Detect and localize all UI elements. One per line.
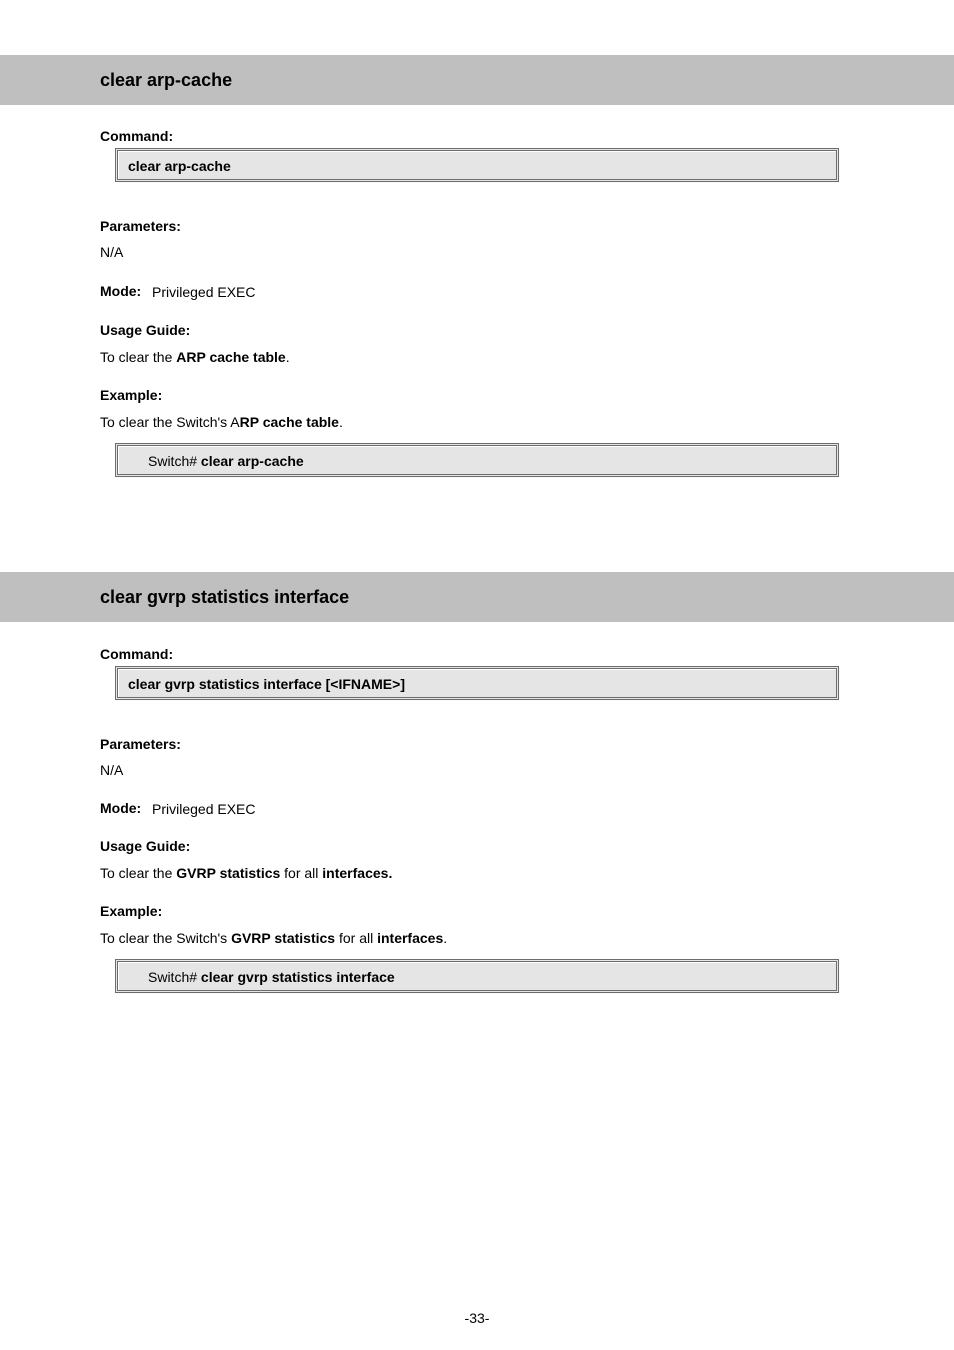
- text-run-bold: RP cache table: [240, 414, 339, 430]
- section1-command-text: clear arp-cache: [128, 158, 231, 174]
- section2-parameters-value: N/A: [100, 762, 123, 778]
- page: clear arp-cache Command: clear arp-cache…: [0, 0, 954, 1350]
- text-run: To clear the: [100, 349, 176, 365]
- text-run: .: [339, 414, 343, 430]
- section1-heading: clear arp-cache: [100, 55, 232, 105]
- section2-example-desc: To clear the Switch's GVRP statistics fo…: [100, 929, 839, 947]
- section2-mode-label: Mode:: [100, 800, 141, 816]
- section1-example-cmd: clear arp-cache: [197, 453, 304, 469]
- section2-command-box: clear gvrp statistics interface [<IFNAME…: [115, 666, 839, 700]
- section2-mode-value: Privileged EXEC: [152, 800, 839, 818]
- text-run: for all: [335, 930, 377, 946]
- section1-command-label: Command:: [100, 128, 173, 144]
- section2-usage-label: Usage Guide:: [100, 838, 190, 854]
- section1-parameters-value: N/A: [100, 244, 123, 260]
- section2-example-label: Example:: [100, 903, 162, 919]
- section1-command-box: clear arp-cache: [115, 148, 839, 182]
- text-run: .: [286, 349, 290, 365]
- text-run: To clear the Switch's A: [100, 414, 240, 430]
- section1-mode-label: Mode:: [100, 283, 141, 299]
- section1-example-box: Switch# clear arp-cache: [115, 443, 839, 477]
- section1-mode-value: Privileged EXEC: [152, 283, 839, 301]
- text-run-bold: GVRP statistics: [231, 930, 335, 946]
- text-run: To clear the: [100, 865, 176, 881]
- section1-parameters-label: Parameters:: [100, 218, 181, 234]
- section2-example-box: Switch# clear gvrp statistics interface: [115, 959, 839, 993]
- text-run-bold: interfaces: [377, 930, 443, 946]
- section1-usage-text: To clear the ARP cache table.: [100, 348, 839, 366]
- text-run-bold: GVRP statistics: [176, 865, 280, 881]
- section1-example-desc: To clear the Switch's ARP cache table.: [100, 413, 839, 431]
- section1-example-prompt: Switch#: [148, 453, 197, 469]
- section1-usage-label: Usage Guide:: [100, 322, 190, 338]
- section2-heading: clear gvrp statistics interface: [100, 572, 349, 622]
- page-number: -33-: [0, 1310, 954, 1326]
- text-run: To clear the Switch's: [100, 930, 231, 946]
- section2-parameters-label: Parameters:: [100, 736, 181, 752]
- section2-command-label: Command:: [100, 646, 173, 662]
- section2-command-text: clear gvrp statistics interface [<IFNAME…: [128, 676, 405, 692]
- section2-usage-text: To clear the GVRP statistics for all int…: [100, 864, 839, 882]
- text-run-bold: ARP cache table: [176, 349, 285, 365]
- section2-example-cmd: clear gvrp statistics interface: [197, 969, 395, 985]
- section1-example-label: Example:: [100, 387, 162, 403]
- text-run: .: [443, 930, 447, 946]
- text-run: for all: [280, 865, 322, 881]
- section2-example-prompt: Switch#: [148, 969, 197, 985]
- text-run-bold: interfaces.: [322, 865, 392, 881]
